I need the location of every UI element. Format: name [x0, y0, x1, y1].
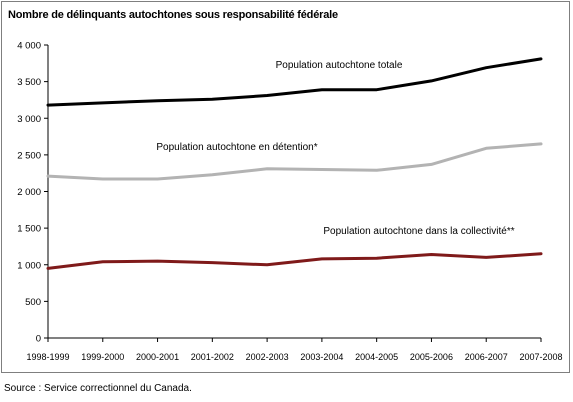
- x-tick-label: 1998-1999: [26, 352, 69, 362]
- x-tick-label: 2005-2006: [410, 352, 453, 362]
- x-tick-label: 1999-2000: [81, 352, 124, 362]
- x-tick-label: 2001-2002: [191, 352, 234, 362]
- y-tick-label: 2 500: [17, 150, 41, 161]
- y-tick-label: 1 500: [17, 224, 41, 235]
- y-tick-label: 1 000: [17, 260, 41, 271]
- x-tick-label: 2007-2008: [519, 352, 562, 362]
- series-line: [46, 142, 543, 181]
- y-tick-label: 3 000: [17, 114, 41, 125]
- series-label: Population autochtone dans la collectivi…: [323, 226, 514, 237]
- series-label: Population autochtone totale: [276, 60, 403, 71]
- x-tick-label: 2003-2004: [300, 352, 343, 362]
- y-tick-label: 0: [36, 334, 41, 345]
- source-note: Source : Service correctionnel du Canada…: [4, 383, 192, 394]
- chart-frame: [1, 1, 570, 373]
- y-tick-label: 2 000: [17, 187, 41, 198]
- series-label: Population autochtone en détention*: [156, 142, 317, 153]
- x-tick-label: 2002-2003: [246, 352, 289, 362]
- y-tick-label: 3 500: [17, 77, 41, 88]
- series-line: [46, 57, 543, 107]
- x-tick-label: 2000-2001: [136, 352, 179, 362]
- y-tick-label: 4 000: [17, 41, 41, 52]
- chart-title: Nombre de délinquants autochtones sous r…: [8, 9, 338, 21]
- x-tick-label: 2004-2005: [355, 352, 398, 362]
- x-tick-label: 2006-2007: [465, 352, 508, 362]
- series-line: [46, 252, 543, 270]
- y-tick-label: 500: [25, 297, 41, 308]
